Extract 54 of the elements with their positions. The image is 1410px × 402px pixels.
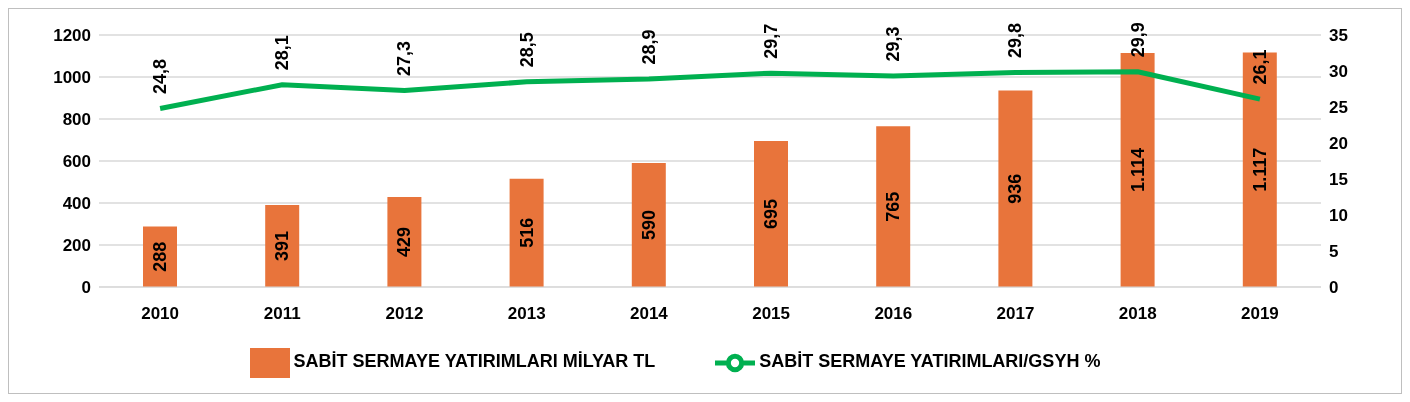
- data-label: 29,7: [761, 23, 782, 59]
- data-label: 936: [1005, 173, 1026, 204]
- y-tick-label: 1200: [53, 26, 91, 46]
- data-label: 28,1: [272, 35, 293, 71]
- data-label: 391: [272, 230, 293, 261]
- x-tick-label: 2015: [752, 304, 791, 324]
- y2-tick-label: 10: [1329, 206, 1348, 226]
- data-label: 590: [638, 210, 659, 241]
- x-tick-label: 2017: [996, 304, 1035, 324]
- data-label: 288: [150, 241, 170, 272]
- data-label: 695: [761, 199, 781, 230]
- data-label: 29,8: [1005, 22, 1026, 58]
- bar: [998, 90, 1033, 287]
- y2-tick-label: 30: [1329, 62, 1348, 82]
- data-label: 28,5: [516, 32, 537, 68]
- y2-tick-label: 20: [1329, 134, 1348, 154]
- y-tick-label: 200: [62, 236, 91, 256]
- y-tick-label: 1000: [53, 68, 91, 88]
- legend-label: SABİT SERMAYE YATIRIMLARI MİLYAR TL: [293, 351, 656, 372]
- x-tick-label: 2019: [1240, 304, 1279, 324]
- x-tick-label: 2014: [629, 304, 669, 324]
- legend-label: SABİT SERMAYE YATIRIMLARI/GSYH %: [759, 351, 1101, 372]
- data-label: 1.114: [1127, 148, 1148, 193]
- data-label: 28,9: [638, 29, 659, 65]
- x-tick-label: 2018: [1118, 304, 1157, 324]
- y-tick-label: 400: [62, 194, 91, 214]
- bar: [631, 163, 666, 287]
- bar: [387, 196, 422, 287]
- x-tick-label: 2016: [874, 304, 913, 324]
- data-label: 29,9: [1127, 22, 1148, 58]
- y-tick-label: 800: [62, 110, 91, 130]
- x-tick-label: 2010: [141, 304, 180, 324]
- bar: [509, 178, 544, 287]
- y-tick-label: 0: [81, 278, 91, 298]
- y2-tick-label: 35: [1329, 26, 1348, 46]
- data-label: 26,1: [1249, 49, 1270, 85]
- data-label: 1.117: [1249, 147, 1270, 192]
- data-label: 765: [883, 191, 904, 222]
- x-tick-label: 2011: [263, 304, 301, 324]
- y2-tick-label: 15: [1329, 170, 1348, 190]
- x-tick-label: 2012: [385, 304, 424, 324]
- data-label: 429: [394, 226, 415, 257]
- data-label: 516: [516, 217, 537, 248]
- y2-tick-label: 0: [1329, 278, 1339, 298]
- bar: [754, 141, 788, 287]
- data-label: 29,3: [883, 26, 904, 62]
- y2-tick-label: 25: [1329, 98, 1348, 118]
- x-tick-label: 2013: [507, 304, 546, 324]
- data-label: 27,3: [394, 40, 415, 76]
- bar: [876, 126, 911, 287]
- y-tick-label: 600: [62, 152, 91, 172]
- bar: [1242, 52, 1277, 287]
- y2-tick-label: 5: [1329, 242, 1339, 262]
- data-label: 24,8: [150, 58, 171, 94]
